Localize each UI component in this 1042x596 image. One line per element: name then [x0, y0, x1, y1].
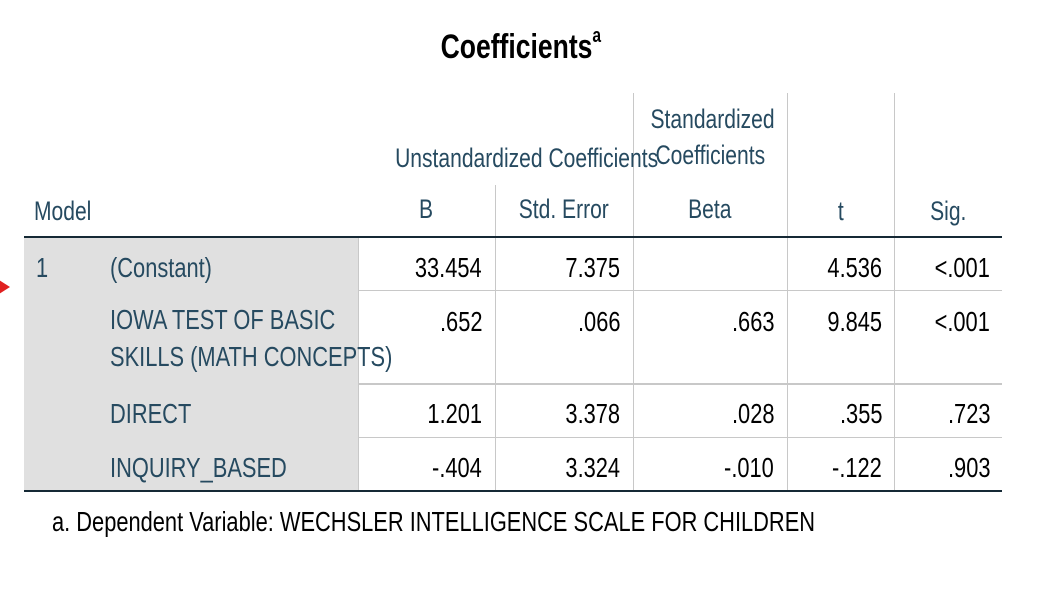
row-marker-icon — [0, 278, 10, 296]
header-b: B — [419, 194, 434, 224]
header-t: t — [837, 196, 844, 226]
grid-vline — [787, 93, 788, 491]
footnote: a. Dependent Variable: WECHSLER INTELLIG… — [52, 506, 816, 537]
row-label: DIRECT — [110, 398, 192, 429]
row-label: INQUIRY_BASED — [110, 452, 287, 483]
cell-std-error: 3.324 — [565, 452, 620, 483]
cell-b: -.404 — [432, 452, 482, 483]
cell-sig: <.001 — [934, 306, 990, 337]
cell-std-error: .066 — [577, 306, 620, 337]
header-beta: Beta — [688, 194, 732, 224]
model-number: 1 — [36, 252, 49, 283]
header-unstandardized: Unstandardized Coefficients — [395, 143, 659, 173]
cell-b: 33.454 — [415, 252, 482, 283]
cell-t: -.122 — [832, 452, 882, 483]
cell-sig: .903 — [947, 452, 990, 483]
cell-t: .355 — [839, 398, 882, 429]
grid-vline — [894, 93, 895, 491]
row-label: (Constant) — [110, 252, 212, 283]
grid-vline — [495, 185, 496, 491]
header-std-error: Std. Error — [518, 194, 610, 224]
grid-vline — [358, 237, 359, 491]
header-sig: Sig. — [929, 196, 967, 226]
cell-beta: .663 — [731, 306, 774, 337]
cell-beta: -.010 — [724, 452, 774, 483]
header-model: Model — [34, 196, 92, 226]
row-label: IOWA TEST OF BASIC — [110, 304, 336, 335]
cell-t: 4.536 — [827, 252, 882, 283]
grid-hline — [358, 290, 1002, 291]
grid-vline — [633, 93, 634, 491]
cell-t: 9.845 — [827, 306, 882, 337]
row-label-line2: SKILLS (MATH CONCEPTS) — [110, 341, 393, 372]
cell-sig: <.001 — [934, 252, 990, 283]
header-standardized-line2: Coefficients — [655, 140, 765, 170]
grid-hline — [358, 383, 1002, 385]
cell-beta: .028 — [731, 398, 774, 429]
cell-b: .652 — [439, 306, 482, 337]
label-column-shade — [24, 237, 358, 491]
cell-std-error: 3.378 — [565, 398, 620, 429]
header-standardized-line1: Standardized — [650, 104, 775, 134]
table-bottom-border — [24, 490, 1002, 492]
header-border — [24, 236, 1002, 238]
cell-std-error: 7.375 — [565, 252, 620, 283]
grid-hline — [358, 437, 1002, 438]
cell-b: 1.201 — [427, 398, 482, 429]
table-title: Coefficientsa — [440, 24, 602, 66]
cell-sig: .723 — [947, 398, 990, 429]
